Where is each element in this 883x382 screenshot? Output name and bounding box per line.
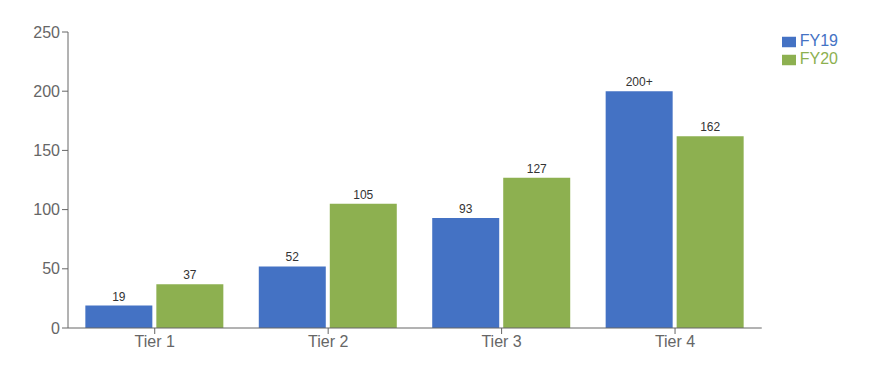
svg-text:200: 200 bbox=[33, 83, 60, 100]
html-text:FY20: FY20 bbox=[799, 50, 838, 67]
svg-text:105: 105 bbox=[353, 188, 373, 202]
svg-text:127: 127 bbox=[527, 162, 547, 176]
svg-text:Tier 3: Tier 3 bbox=[481, 333, 521, 350]
svg-text:52: 52 bbox=[286, 250, 300, 264]
svg-text:250: 250 bbox=[33, 24, 60, 41]
svg-text:19: 19 bbox=[112, 290, 126, 304]
svg-text:150: 150 bbox=[33, 142, 60, 159]
svg-text:0: 0 bbox=[51, 320, 60, 337]
svg-text:100: 100 bbox=[33, 201, 60, 218]
svg-text:200+: 200+ bbox=[626, 75, 653, 89]
html-text:FY19: FY19 bbox=[799, 32, 838, 49]
svg-text:50: 50 bbox=[42, 260, 60, 277]
svg-text:162: 162 bbox=[700, 120, 720, 134]
svg-text:Tier 1: Tier 1 bbox=[135, 333, 175, 350]
svg-text:Tier 4: Tier 4 bbox=[655, 333, 695, 350]
svg-text:93: 93 bbox=[459, 202, 473, 216]
svg-text:Tier 2: Tier 2 bbox=[308, 333, 348, 350]
svg-text:37: 37 bbox=[183, 268, 197, 282]
